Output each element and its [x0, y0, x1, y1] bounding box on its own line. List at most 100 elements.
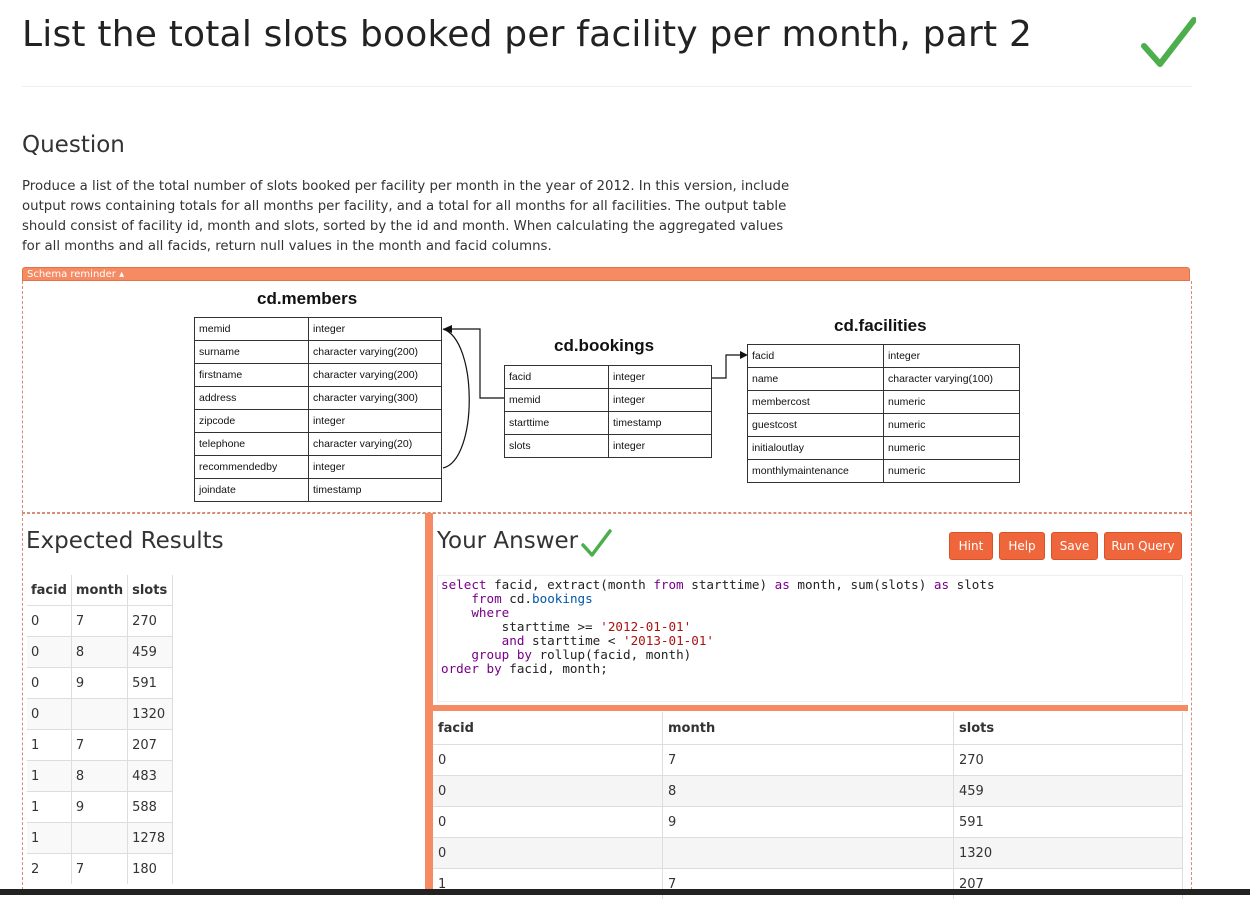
cell: 1320	[954, 838, 1183, 869]
cell: 7	[71, 606, 127, 637]
cell: 2	[27, 854, 71, 885]
field-type: timestamp	[609, 412, 712, 435]
field-name: surname	[195, 341, 309, 364]
bottom-bar	[0, 889, 1250, 895]
field-name: starttime	[505, 412, 609, 435]
cell: 8	[71, 637, 127, 668]
checkmark-icon	[1140, 16, 1196, 68]
field-type: character varying(200)	[309, 364, 442, 387]
cell: 7	[663, 745, 954, 776]
cell: 180	[128, 854, 173, 885]
cell	[663, 838, 954, 869]
field-name: guestcost	[748, 414, 884, 437]
cell: 9	[71, 668, 127, 699]
cell: 591	[954, 807, 1183, 838]
field-name: memid	[195, 318, 309, 341]
field-type: character varying(100)	[884, 368, 1020, 391]
cell: 459	[954, 776, 1183, 807]
field-type: numeric	[884, 460, 1020, 483]
help-button[interactable]: Help	[999, 532, 1045, 560]
sql-code[interactable]: select facid, extract(month from startti…	[441, 578, 995, 676]
field-type: integer	[309, 318, 442, 341]
title-divider	[22, 86, 1192, 87]
cell: 0	[433, 807, 663, 838]
field-name: zipcode	[195, 410, 309, 433]
field-name: firstname	[195, 364, 309, 387]
field-type: character varying(20)	[309, 433, 442, 456]
field-type: integer	[309, 456, 442, 479]
checkmark-icon	[580, 528, 612, 560]
facilities-table-title: cd.facilities	[834, 316, 927, 336]
bookings-table-title: cd.bookings	[554, 336, 654, 356]
cell: 1	[27, 761, 71, 792]
field-type: character varying(200)	[309, 341, 442, 364]
field-name: monthlymaintenance	[748, 460, 884, 483]
cell: 1320	[128, 699, 173, 730]
results-resize-handle[interactable]	[433, 705, 1188, 711]
cell: 591	[128, 668, 173, 699]
field-name: membercost	[748, 391, 884, 414]
hint-button[interactable]: Hint	[949, 532, 993, 560]
field-type: numeric	[884, 414, 1020, 437]
cell: 1278	[128, 823, 173, 854]
expected-results-heading: Expected Results	[26, 528, 224, 554]
field-type: integer	[609, 435, 712, 458]
column-header: facid	[27, 575, 71, 606]
field-name: facid	[748, 345, 884, 368]
cell: 0	[433, 745, 663, 776]
field-name: telephone	[195, 433, 309, 456]
cell: 0	[27, 606, 71, 637]
field-type: integer	[609, 366, 712, 389]
question-text: Produce a list of the total number of sl…	[22, 177, 792, 257]
table-header-row: facid month slots	[27, 575, 173, 606]
column-header: facid	[433, 712, 663, 745]
cell: 459	[128, 637, 173, 668]
cell: 9	[71, 792, 127, 823]
field-type: character varying(300)	[309, 387, 442, 410]
cell: 588	[128, 792, 173, 823]
save-button[interactable]: Save	[1051, 532, 1098, 560]
cell: 0	[27, 699, 71, 730]
field-name: facid	[505, 366, 609, 389]
column-header: month	[663, 712, 954, 745]
field-name: slots	[505, 435, 609, 458]
field-type: integer	[309, 410, 442, 433]
field-name: name	[748, 368, 884, 391]
field-name: joindate	[195, 479, 309, 502]
panel-resize-handle[interactable]	[425, 513, 433, 895]
question-heading: Question	[22, 132, 125, 158]
field-type: integer	[884, 345, 1020, 368]
cell: 1	[27, 823, 71, 854]
run-query-button[interactable]: Run Query	[1104, 532, 1182, 560]
table-row: 0 1320	[27, 699, 173, 730]
cell	[71, 699, 127, 730]
schema-reminder-toggle[interactable]: Schema reminder ▴	[22, 267, 1190, 281]
field-name: memid	[505, 389, 609, 412]
cell: 8	[663, 776, 954, 807]
field-name: initialoutlay	[748, 437, 884, 460]
cell: 0	[27, 668, 71, 699]
field-type: integer	[609, 389, 712, 412]
cell: 270	[954, 745, 1183, 776]
